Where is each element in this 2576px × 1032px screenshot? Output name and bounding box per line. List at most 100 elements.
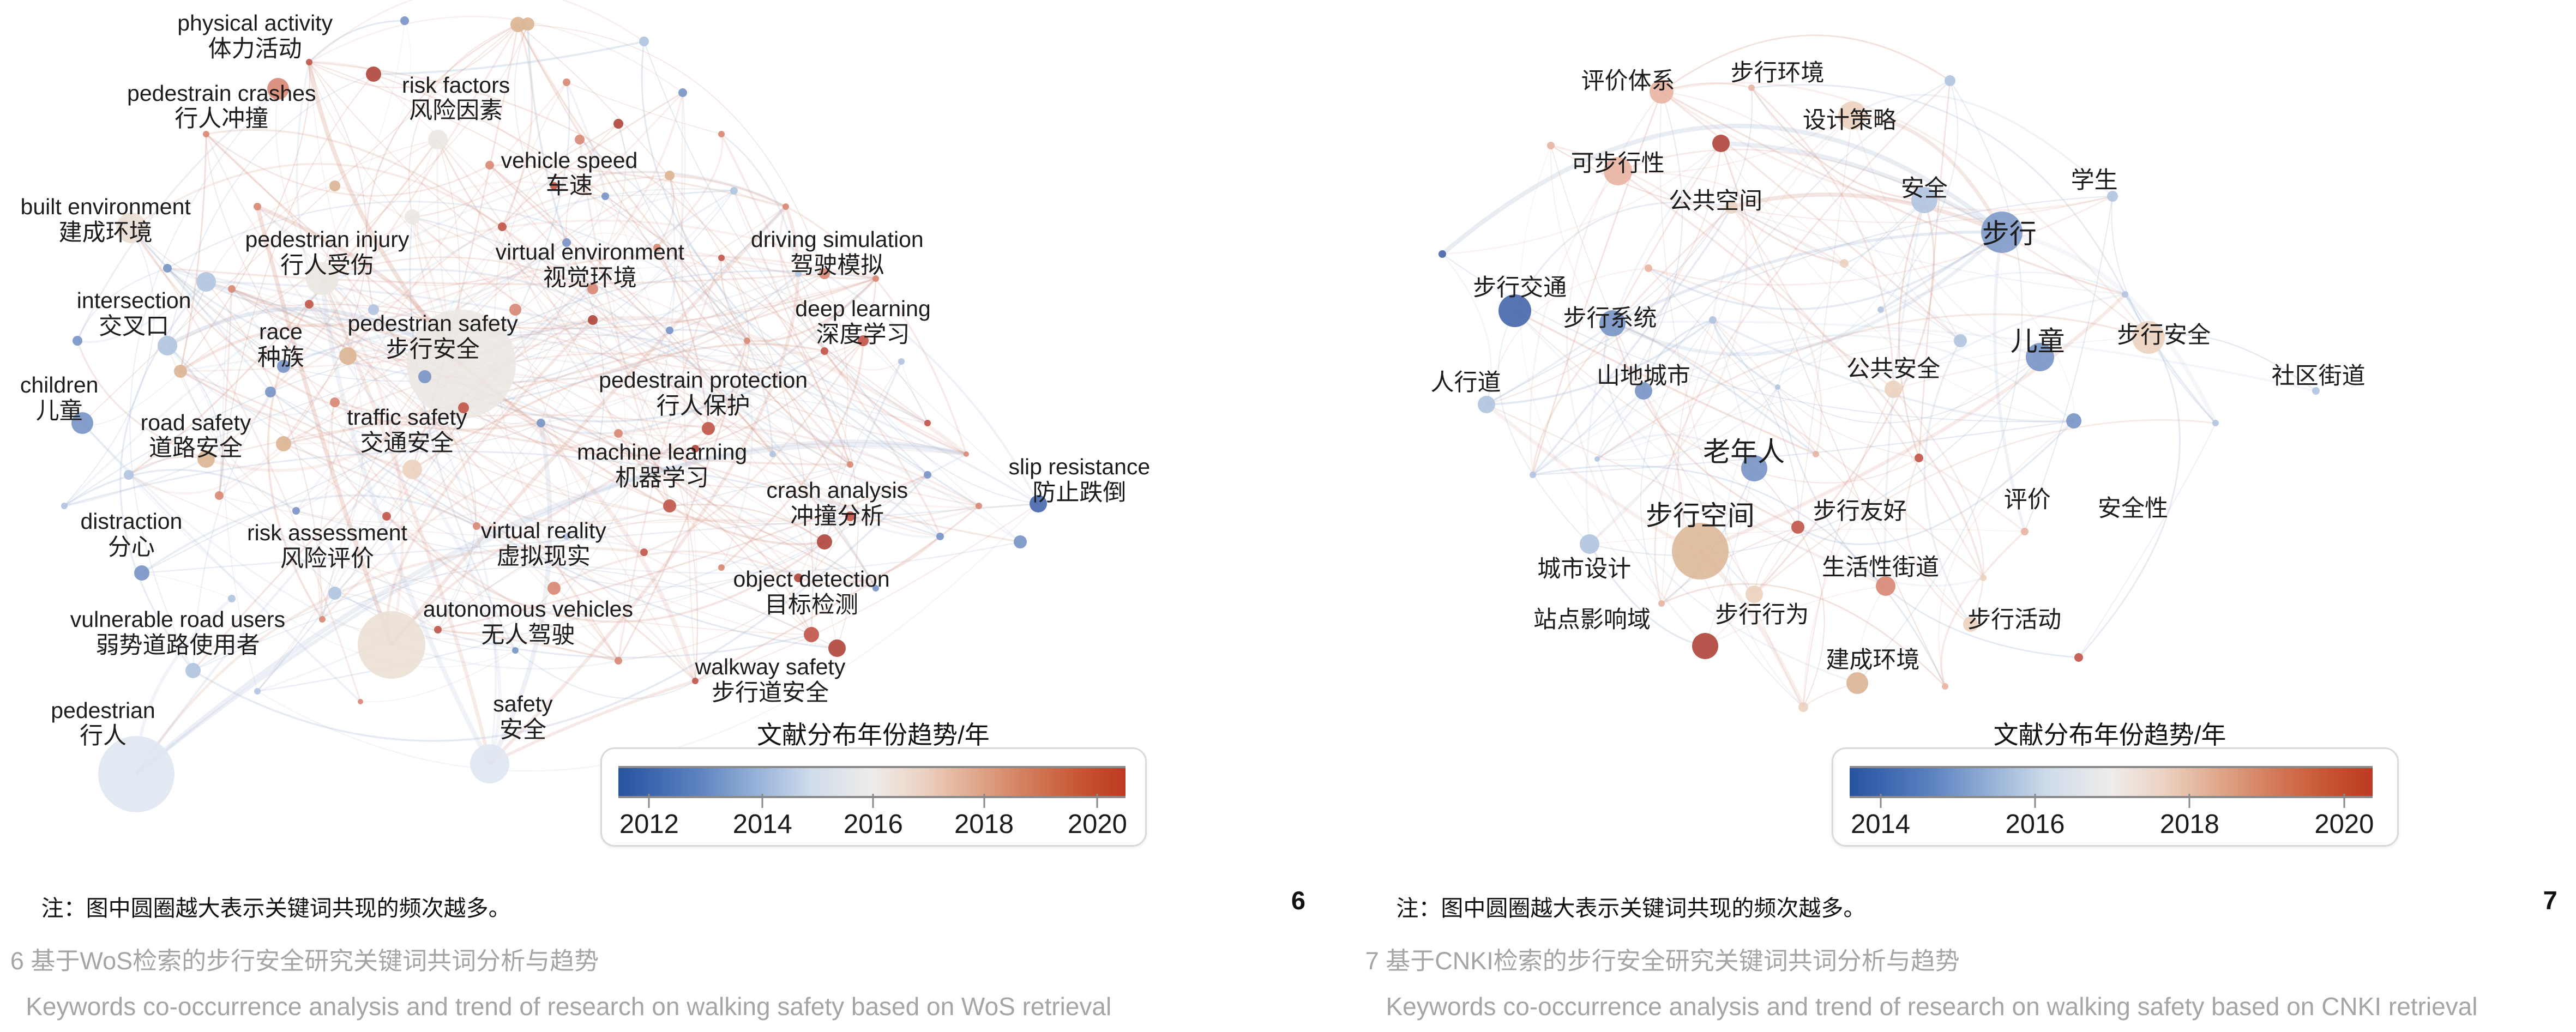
keyword-node[interactable] — [418, 370, 431, 383]
keyword-node[interactable] — [2074, 653, 2083, 662]
keyword-node[interactable] — [2212, 420, 2219, 426]
keyword-label[interactable]: 社区街道 — [2272, 363, 2366, 390]
keyword-node[interactable] — [1530, 472, 1536, 478]
keyword-node[interactable] — [976, 503, 982, 509]
keyword-node[interactable] — [1658, 600, 1665, 607]
keyword-node[interactable] — [1813, 451, 1819, 457]
keyword-node[interactable] — [405, 209, 420, 225]
keyword-node[interactable] — [563, 79, 570, 86]
keyword-label[interactable]: 山地城市 — [1597, 363, 1690, 390]
keyword-node[interactable] — [2066, 413, 2081, 429]
keyword-label[interactable]: pedestrian injury 行人受伤 — [245, 227, 410, 279]
keyword-label[interactable]: distraction 分心 — [80, 509, 182, 561]
keyword-label[interactable]: 站点影响域 — [1533, 607, 1651, 633]
keyword-node[interactable] — [614, 429, 623, 438]
keyword-label[interactable]: physical activity 体力活动 — [177, 10, 333, 63]
keyword-label[interactable]: 步行友好 — [1813, 498, 1907, 525]
keyword-node[interactable] — [769, 451, 776, 457]
keyword-node[interactable] — [1650, 80, 1674, 104]
keyword-node[interactable] — [306, 262, 339, 295]
keyword-node[interactable] — [498, 222, 507, 231]
keyword-label[interactable]: deep learning 深度学习 — [795, 296, 930, 348]
keyword-node[interactable] — [964, 451, 969, 457]
keyword-node[interactable] — [718, 255, 725, 261]
keyword-node[interactable] — [174, 365, 187, 378]
keyword-node[interactable] — [1840, 259, 1849, 268]
keyword-node[interactable] — [653, 244, 661, 251]
keyword-node[interactable] — [845, 511, 855, 521]
keyword-node[interactable] — [470, 744, 509, 783]
keyword-node[interactable] — [1599, 310, 1626, 336]
keyword-label[interactable]: intersection 交叉口 — [77, 288, 191, 340]
keyword-node[interactable] — [1594, 456, 1600, 462]
keyword-node[interactable] — [116, 213, 147, 243]
keyword-node[interactable] — [71, 412, 93, 434]
keyword-node[interactable] — [804, 627, 819, 642]
keyword-label[interactable]: slip resistance 防止跌倒 — [1008, 454, 1150, 506]
keyword-label[interactable]: machine learning 机器学习 — [577, 439, 747, 492]
keyword-node[interactable] — [2122, 291, 2128, 298]
keyword-node[interactable] — [2312, 387, 2320, 395]
keyword-node[interactable] — [276, 436, 291, 451]
keyword-node[interactable] — [550, 182, 558, 190]
keyword-node[interactable] — [562, 238, 571, 247]
keyword-label[interactable]: 步行 — [1982, 219, 2037, 250]
keyword-label[interactable]: safety 安全 — [493, 691, 552, 744]
keyword-label[interactable]: 城市设计 — [1537, 556, 1631, 583]
keyword-node[interactable] — [328, 587, 341, 600]
keyword-node[interactable] — [819, 268, 830, 279]
keyword-node[interactable] — [924, 471, 931, 479]
keyword-node[interactable] — [366, 67, 381, 82]
keyword-node[interactable] — [1954, 334, 1967, 347]
keyword-node[interactable] — [358, 699, 363, 704]
keyword-node[interactable] — [730, 187, 738, 195]
keyword-node[interactable] — [277, 360, 290, 373]
keyword-label[interactable]: vulnerable road users 弱势道路使用者 — [70, 607, 285, 659]
keyword-node[interactable] — [292, 507, 300, 515]
keyword-node[interactable] — [1645, 264, 1652, 272]
keyword-node[interactable] — [521, 17, 534, 31]
keyword-label[interactable]: pedestrian 行人 — [51, 698, 155, 750]
keyword-node[interactable] — [588, 315, 598, 325]
keyword-node[interactable] — [640, 548, 648, 556]
keyword-node[interactable] — [1981, 212, 2023, 253]
keyword-node[interactable] — [795, 270, 802, 277]
keyword-node[interactable] — [215, 491, 224, 500]
keyword-node[interactable] — [1838, 101, 1867, 130]
keyword-node[interactable] — [817, 534, 832, 550]
keyword-node[interactable] — [458, 402, 469, 413]
keyword-node[interactable] — [305, 300, 314, 309]
keyword-label[interactable]: road safety 道路安全 — [141, 410, 251, 462]
keyword-node[interactable] — [196, 272, 216, 292]
keyword-node[interactable] — [1709, 316, 1717, 324]
keyword-label[interactable]: children 儿童 — [20, 372, 99, 425]
keyword-node[interactable] — [547, 582, 561, 595]
keyword-label[interactable]: 评价体系 — [1581, 68, 1675, 95]
keyword-label[interactable]: 安全性 — [2098, 496, 2168, 522]
keyword-node[interactable] — [124, 470, 134, 480]
keyword-node[interactable] — [339, 347, 357, 365]
keyword-node[interactable] — [185, 663, 201, 678]
keyword-node[interactable] — [368, 304, 379, 315]
keyword-label[interactable]: 学生 — [2071, 167, 2118, 194]
keyword-node[interactable] — [898, 358, 905, 365]
keyword-node[interactable] — [1439, 250, 1446, 258]
keyword-node[interactable] — [1963, 617, 1978, 632]
keyword-label[interactable]: risk assessment 风险评价 — [247, 520, 407, 572]
keyword-node[interactable] — [678, 88, 687, 97]
keyword-node[interactable] — [1915, 454, 1923, 462]
keyword-label[interactable]: 安全 — [1901, 176, 1948, 202]
keyword-node[interactable] — [1478, 396, 1495, 413]
keyword-node[interactable] — [2107, 191, 2118, 202]
keyword-node[interactable] — [858, 335, 869, 346]
keyword-node[interactable] — [402, 460, 422, 479]
keyword-node[interactable] — [718, 564, 725, 571]
keyword-node[interactable] — [828, 639, 846, 657]
keyword-label[interactable]: 设计策略 — [1803, 107, 1897, 134]
keyword-node[interactable] — [228, 595, 236, 602]
keyword-node[interactable] — [692, 678, 699, 684]
keyword-node[interactable] — [306, 59, 312, 65]
keyword-node[interactable] — [73, 336, 82, 346]
keyword-node[interactable] — [1885, 381, 1902, 398]
keyword-node[interactable] — [665, 171, 675, 180]
